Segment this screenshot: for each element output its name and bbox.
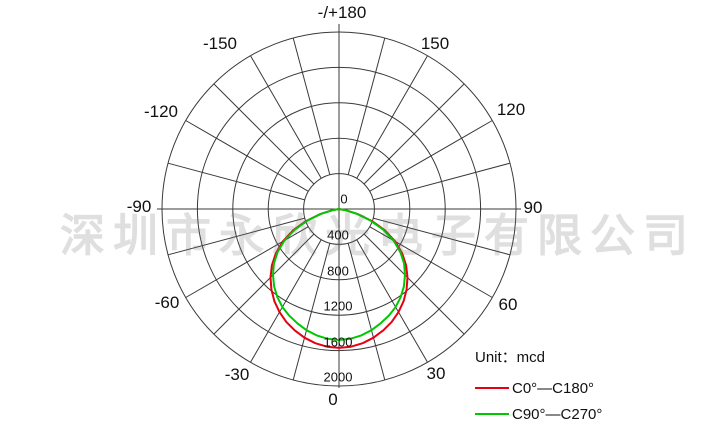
curve-c90-c270- [272, 208, 406, 341]
grid-line [185, 226, 309, 298]
angle-label-180: -/+180 [317, 3, 367, 22]
angle-label-120: -120 [143, 102, 179, 121]
ring-label-800: 800 [327, 263, 349, 279]
grid-line [185, 120, 309, 192]
grid-line [369, 120, 493, 192]
legend: Unit：mcd C0°—C180° C90°—C270° [475, 346, 675, 427]
ring-label-2000: 2000 [323, 369, 353, 385]
grid-line [373, 217, 511, 256]
grid-line [363, 83, 465, 185]
angle-label-30: 30 [426, 364, 446, 383]
grid-line [250, 55, 322, 179]
angle-label-60: 60 [498, 295, 518, 314]
angle-label-150: -150 [202, 34, 238, 53]
legend-series-label: C0°—C180° [512, 379, 595, 397]
grid-line [213, 233, 315, 335]
grid-line [292, 243, 331, 381]
legend-row: C90°—C270° [475, 401, 675, 427]
ring-label-0: 0 [340, 191, 348, 207]
angle-label-0: 0 [328, 390, 338, 409]
grid-line [373, 162, 511, 201]
grid-line [363, 233, 465, 335]
grid-line [356, 239, 428, 363]
grid-line [213, 83, 315, 185]
legend-unit-label: Unit：mcd [475, 349, 546, 366]
grid-line [347, 243, 386, 381]
grid-line [167, 217, 305, 256]
grid-line [167, 162, 305, 201]
legend-row: C0°—C180° [475, 375, 675, 401]
angle-label-150: 150 [420, 34, 450, 53]
legend-swatch [475, 413, 509, 415]
grid-line [292, 37, 331, 175]
ring-label-1200: 1200 [323, 298, 353, 314]
angle-label-90: 90 [523, 198, 543, 217]
angle-label-30: -30 [224, 365, 250, 384]
watermark-text: 深圳市永欣光电子有限公司 [60, 210, 697, 261]
grid-line [356, 55, 428, 179]
legend-series-label: C90°—C270° [512, 405, 603, 423]
legend-swatch [475, 387, 509, 389]
angle-label-60: -60 [154, 293, 180, 312]
angle-label-90: -90 [126, 197, 152, 216]
grid-line [347, 37, 386, 175]
angle-label-120: 120 [496, 100, 526, 119]
ring-label-1600: 1600 [323, 334, 353, 350]
legend-rows: C0°—C180° C90°—C270° [475, 375, 675, 427]
grid-line [369, 226, 493, 298]
ring-label-400: 400 [327, 227, 349, 243]
grid-line [250, 239, 322, 363]
